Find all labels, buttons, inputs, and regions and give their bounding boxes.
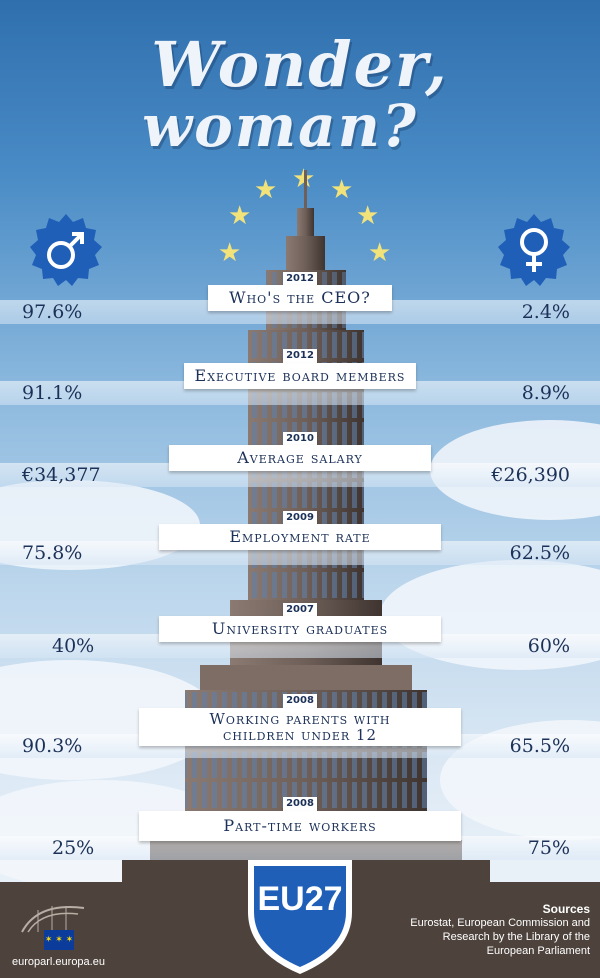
female-badge <box>496 212 572 288</box>
year-label: 2012 <box>283 349 317 363</box>
sources-line: European Parliament <box>486 945 590 957</box>
male-value: 97.6% <box>22 301 83 323</box>
stat-label: Average salary <box>169 445 431 471</box>
male-value: 25% <box>52 837 95 859</box>
star-icon: ★ <box>356 201 380 231</box>
female-value: 65.5% <box>509 735 570 757</box>
female-value: 8.9% <box>521 382 570 404</box>
year-label: 2010 <box>283 432 317 446</box>
male-badge <box>28 212 104 288</box>
stat-row: €34,377 €26,390 <box>0 463 600 487</box>
eu-flag-icon: ✶ ✶ ✶ <box>44 930 74 950</box>
sources: Sources Eurostat, European Commission an… <box>390 902 590 958</box>
stat-label: Employment rate <box>159 524 441 550</box>
male-symbol-icon <box>30 214 102 286</box>
european-parliament-logo-icon <box>21 906 85 933</box>
stat-label: Who's the CEO? <box>208 285 392 311</box>
stat-label: Working parents with children under 12 <box>139 708 461 746</box>
male-value: 91.1% <box>22 382 83 404</box>
stat-label: Executive board members <box>184 363 416 389</box>
female-value: 2.4% <box>521 301 570 323</box>
stat-label: University graduates <box>159 616 441 642</box>
year-label: 2009 <box>283 511 317 525</box>
title-line-1: Wonder, <box>151 28 449 101</box>
year-label: 2008 <box>283 797 317 811</box>
region-label: EU27 <box>257 880 343 918</box>
stat-row: 25% 75% <box>0 836 600 860</box>
sources-line: Eurostat, European Commission and <box>410 917 590 929</box>
stat-label-line-1: Working parents with <box>209 710 391 728</box>
female-value: 60% <box>527 635 570 657</box>
stat-label: Part-time workers <box>139 811 461 841</box>
year-label: 2007 <box>283 603 317 617</box>
male-value: €34,377 <box>22 464 101 486</box>
star-icon: ★ <box>368 238 392 268</box>
star-icon: ★ <box>330 175 354 205</box>
sources-line: Research by the Library of the <box>442 931 590 943</box>
male-value: 90.3% <box>22 735 83 757</box>
star-icon: ★ <box>254 175 278 205</box>
website-link[interactable]: europarl.europa.eu <box>12 956 105 968</box>
year-label: 2008 <box>283 694 317 708</box>
shield-icon <box>248 860 352 974</box>
star-icon: ★ <box>228 201 252 231</box>
stat-label-line-2: children under 12 <box>222 726 378 744</box>
male-value: 40% <box>52 635 95 657</box>
female-symbol-icon <box>498 214 570 286</box>
female-value: €26,390 <box>491 464 570 486</box>
star-icon: ★ <box>218 238 242 268</box>
title-line-2: woman? <box>142 92 418 160</box>
sources-title: Sources <box>542 902 590 916</box>
male-value: 75.8% <box>22 542 83 564</box>
year-label: 2012 <box>283 272 317 286</box>
star-icon: ★ <box>292 164 316 194</box>
female-value: 75% <box>527 837 570 859</box>
female-value: 62.5% <box>509 542 570 564</box>
